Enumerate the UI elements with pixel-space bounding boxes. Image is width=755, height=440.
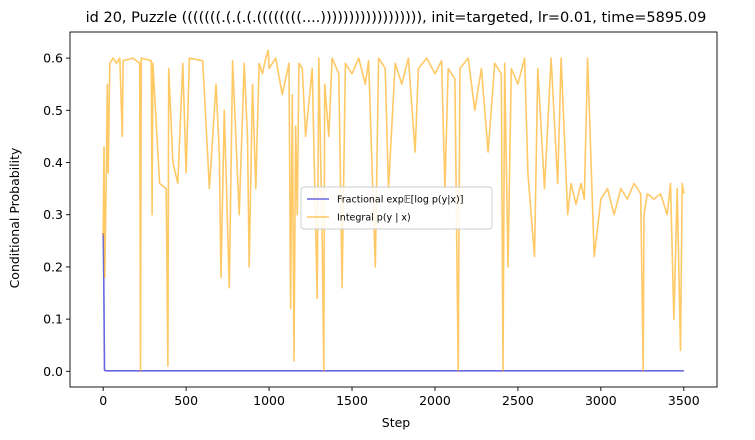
plot-area <box>69 31 718 388</box>
legend: Fractional exp𝔼[log p(y|x)] Integral p(y … <box>300 186 493 230</box>
plot-frame <box>69 31 718 388</box>
y-tick-label: 0.0 <box>43 364 63 379</box>
x-tick-label: 2000 <box>419 393 451 408</box>
x-tick-label: 500 <box>174 393 198 408</box>
x-tick-label: 1000 <box>253 393 285 408</box>
chart-title: id 20, Puzzle (((((((.(.(.(.((((((((....… <box>86 10 707 26</box>
y-tick-label: 0.6 <box>43 51 63 66</box>
x-tick-label: 0 <box>99 393 107 408</box>
series-line-1 <box>102 49 685 372</box>
x-axis: 0 500 1000 1500 2000 2500 3000 3500 <box>99 387 700 408</box>
y-tick-label: 0.3 <box>43 207 63 222</box>
x-axis-label: Step <box>382 415 411 430</box>
x-tick-label: 3000 <box>585 393 617 408</box>
legend-box <box>300 186 493 230</box>
y-tick-label: 0.2 <box>43 259 63 274</box>
x-tick-label: 1500 <box>336 393 368 408</box>
series-line-0 <box>102 232 684 372</box>
x-tick-label: 2500 <box>502 393 534 408</box>
y-tick-label: 0.4 <box>43 155 63 170</box>
y-tick-label: 0.5 <box>43 103 63 118</box>
x-tick-label: 3500 <box>668 393 700 408</box>
y-tick-label: 0.1 <box>43 312 63 327</box>
legend-label-0: Fractional exp𝔼[log p(y|x)] <box>337 195 463 206</box>
legend-label-1: Integral p(y | x) <box>337 213 411 224</box>
y-axis-label: Conditional Probability <box>7 147 22 288</box>
y-axis: 0.0 0.1 0.2 0.3 0.4 0.5 0.6 <box>43 51 70 379</box>
